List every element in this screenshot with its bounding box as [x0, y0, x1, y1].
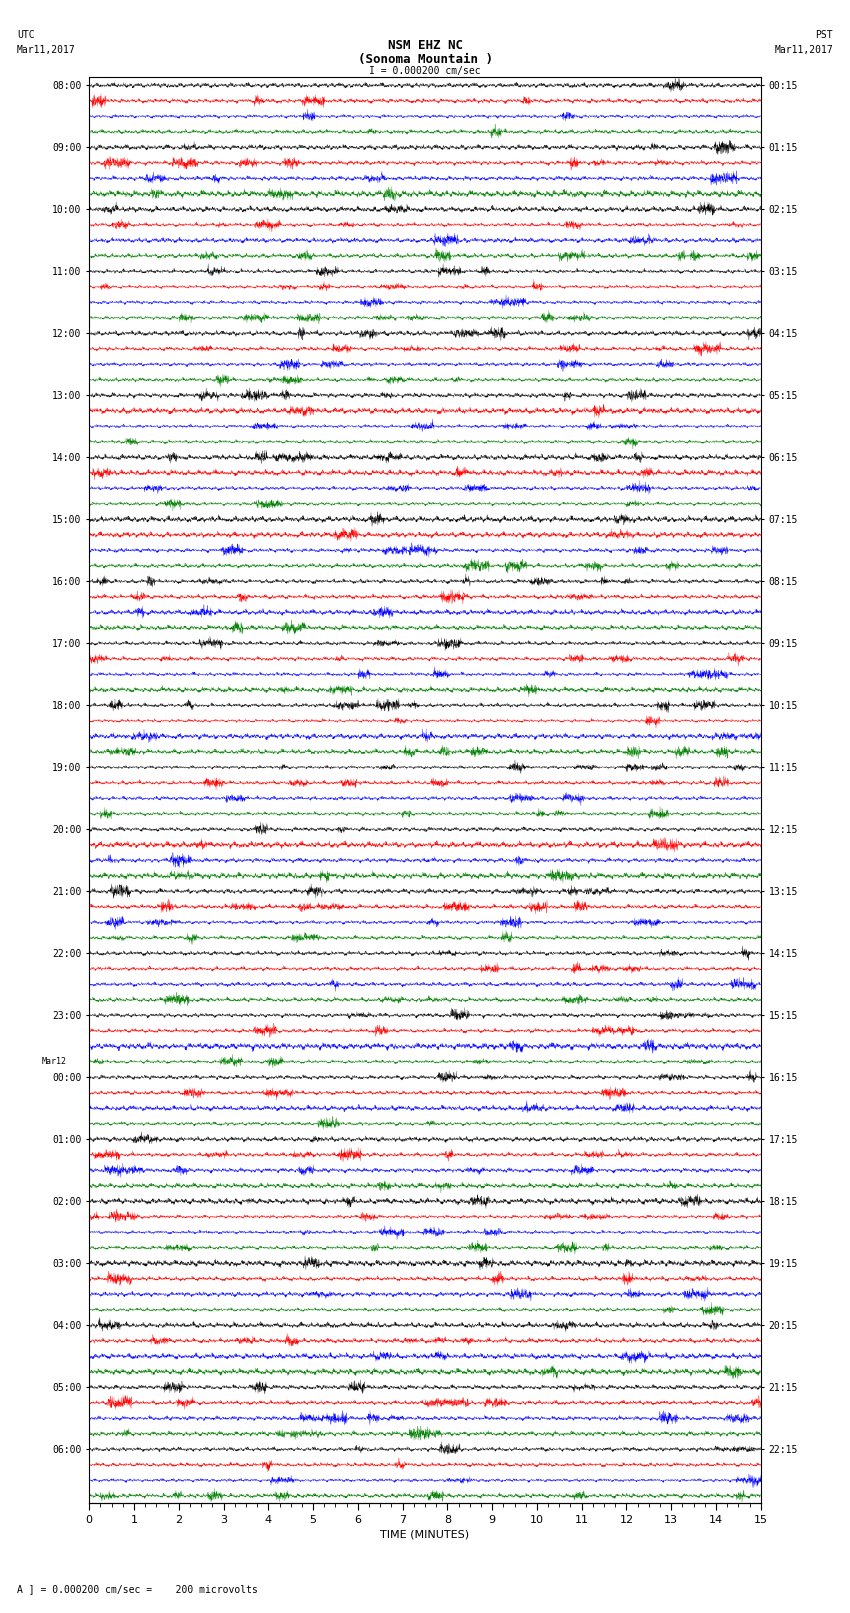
Text: UTC: UTC — [17, 31, 35, 40]
Text: A ] = 0.000200 cm/sec =    200 microvolts: A ] = 0.000200 cm/sec = 200 microvolts — [17, 1584, 258, 1594]
X-axis label: TIME (MINUTES): TIME (MINUTES) — [381, 1529, 469, 1539]
Text: (Sonoma Mountain ): (Sonoma Mountain ) — [358, 53, 492, 66]
Text: Mar11,2017: Mar11,2017 — [774, 45, 833, 55]
Text: NSM EHZ NC: NSM EHZ NC — [388, 39, 462, 52]
Text: I = 0.000200 cm/sec: I = 0.000200 cm/sec — [369, 66, 481, 76]
Text: PST: PST — [815, 31, 833, 40]
Text: Mar11,2017: Mar11,2017 — [17, 45, 76, 55]
Text: Mar12: Mar12 — [42, 1057, 67, 1066]
